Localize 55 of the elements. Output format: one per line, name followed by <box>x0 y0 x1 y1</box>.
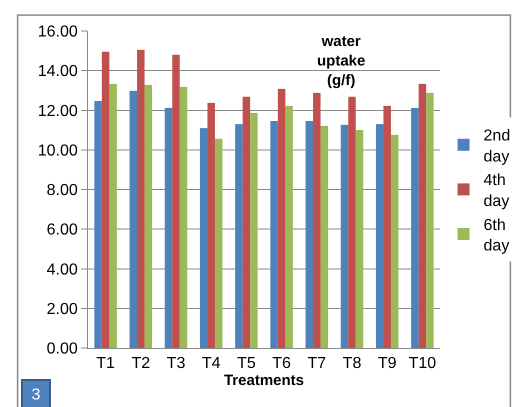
bar <box>137 50 145 348</box>
bar <box>130 90 138 348</box>
x-tick-label: T10 <box>408 355 436 372</box>
legend-label: 4th day <box>484 172 510 210</box>
bar <box>348 96 356 348</box>
bar <box>376 124 384 348</box>
bar <box>418 84 426 348</box>
text: water uptake (g/f) <box>317 33 366 89</box>
x-tick-label: T8 <box>342 355 362 372</box>
bar <box>356 130 364 348</box>
bar <box>390 134 398 348</box>
y-tick-label: 2.00 <box>46 300 78 318</box>
bar <box>180 86 188 348</box>
y-tick-label: 8.00 <box>46 182 78 200</box>
bar <box>94 100 102 348</box>
bar <box>235 124 243 348</box>
x-tick-label: T9 <box>378 355 397 372</box>
text: 3 <box>32 386 40 404</box>
bar <box>383 106 391 348</box>
bar <box>306 120 314 348</box>
bar <box>207 102 215 348</box>
bar <box>214 138 222 348</box>
y-tick-label: 12.00 <box>38 102 78 120</box>
bar <box>278 88 286 348</box>
bar <box>285 106 293 348</box>
y-tick-label: 4.00 <box>46 261 78 278</box>
x-axis-title: Treatments <box>224 372 304 390</box>
legend-label: 2nd day <box>484 128 510 166</box>
bar <box>426 92 434 348</box>
y-tick-label: 14.00 <box>38 63 78 80</box>
x-tick-label: T6 <box>272 355 292 372</box>
x-tick-label: T3 <box>166 355 186 372</box>
y-tick-label: 10.00 <box>38 142 78 160</box>
bar <box>172 54 180 348</box>
bar <box>411 108 419 348</box>
y-tick-label: 6.00 <box>46 222 78 239</box>
bar <box>270 120 278 348</box>
bar <box>102 52 110 348</box>
bar <box>340 124 348 348</box>
bar <box>109 84 117 348</box>
x-tick-label: T4 <box>202 355 221 372</box>
x-tick-label: T5 <box>237 355 256 372</box>
y-tick-label: 16.00 <box>38 24 78 41</box>
bar <box>144 84 152 348</box>
x-tick-label: T2 <box>131 355 150 372</box>
bar <box>313 92 321 348</box>
bar <box>320 126 328 348</box>
x-tick-label: T1 <box>96 355 116 372</box>
bar <box>164 108 172 348</box>
bar <box>250 112 258 348</box>
legend-label: 6th day <box>484 216 510 255</box>
bar <box>242 96 250 348</box>
bar <box>200 128 208 348</box>
y-tick-label: 0.00 <box>46 340 78 358</box>
x-tick-label: T7 <box>307 355 326 372</box>
